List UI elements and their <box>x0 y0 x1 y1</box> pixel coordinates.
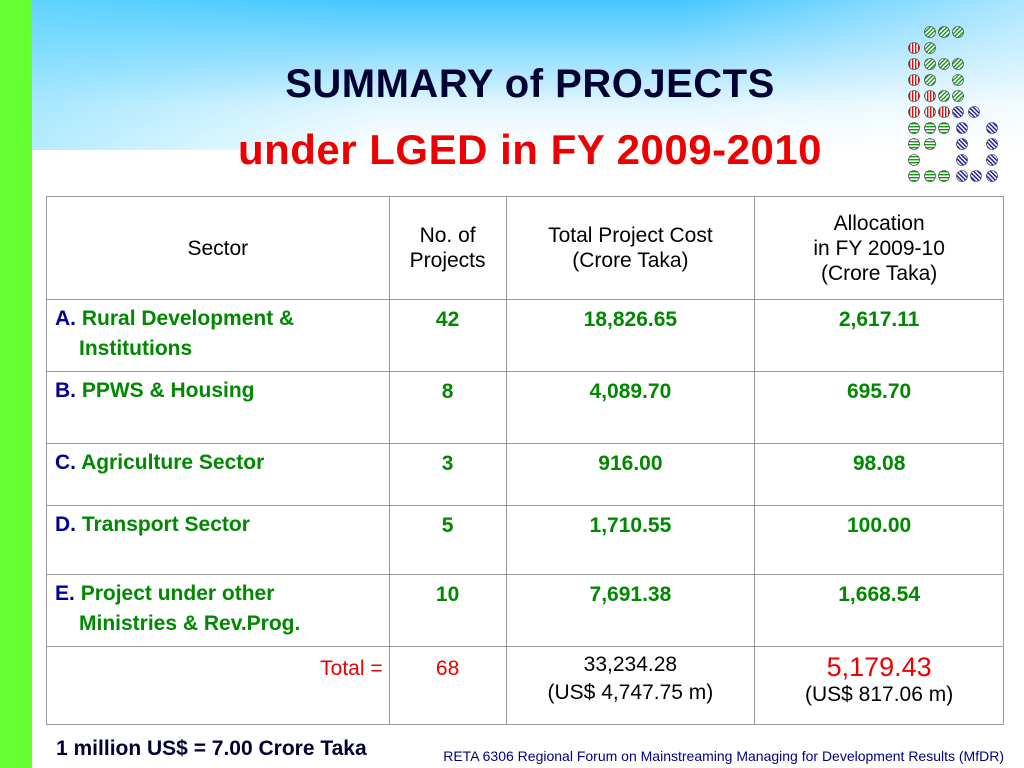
allocation-cell: 1,668.54 <box>754 574 1004 647</box>
header-allocation: Allocation in FY 2009-10 (Crore Taka) <box>754 196 1004 300</box>
slide-footer: RETA 6306 Regional Forum on Mainstreamin… <box>443 748 1004 764</box>
header-gradient-band <box>32 0 1024 150</box>
allocation-cell: 98.08 <box>754 443 1004 506</box>
sector-cell: C. Agriculture Sector <box>46 443 390 506</box>
allocation-cell: 100.00 <box>754 505 1004 575</box>
allocation-cell: 695.70 <box>754 371 1004 444</box>
sector-cell: B. PPWS & Housing <box>46 371 390 444</box>
projects-cell: 3 <box>388 443 507 506</box>
total-row: Total = 68 33,234.28 (US$ 4,747.75 m) 5,1… <box>46 646 1004 725</box>
header-total-cost: Total Project Cost (Crore Taka) <box>505 196 756 300</box>
projects-cell: 5 <box>388 505 507 575</box>
total-projects: 68 <box>388 646 507 725</box>
header-projects: No. of Projects <box>388 196 507 300</box>
sector-cell: E. Project under other Ministries & Rev.P… <box>46 574 390 647</box>
lged-dot-pattern-logo-icon <box>908 26 998 182</box>
table-row: C. Agriculture Sector 3 916.00 98.08 <box>46 443 1004 506</box>
cost-cell: 916.00 <box>505 443 756 506</box>
slide-title: SUMMARY of PROJECTS <box>285 62 775 106</box>
cost-cell: 1,710.55 <box>505 505 756 575</box>
total-label: Total = <box>46 646 390 725</box>
table-row: A. Rural Development & Institutions 42 18… <box>46 299 1004 372</box>
projects-cell: 8 <box>388 371 507 444</box>
sector-cell: D. Transport Sector <box>46 505 390 575</box>
projects-cell: 42 <box>388 299 507 372</box>
header-sector: Sector <box>46 196 390 300</box>
allocation-cell: 2,617.11 <box>754 299 1004 372</box>
projects-cell: 10 <box>388 574 507 647</box>
cost-cell: 18,826.65 <box>505 299 756 372</box>
slide-subtitle: under LGED in FY 2009-2010 <box>237 126 823 173</box>
table-header-row: Sector No. of Projects Total Project Cost… <box>46 196 1004 300</box>
cost-cell: 4,089.70 <box>505 371 756 444</box>
table-row: B. PPWS & Housing 8 4,089.70 695.70 <box>46 371 1004 444</box>
table-row: D. Transport Sector 5 1,710.55 100.00 <box>46 505 1004 575</box>
exchange-rate-note: 1 million US$ = 7.00 Crore Taka <box>56 737 367 760</box>
sector-cell: A. Rural Development & Institutions <box>46 299 390 372</box>
total-allocation: 5,179.43 (US$ 817.06 m) <box>754 646 1004 725</box>
total-cost: 33,234.28 (US$ 4,747.75 m) <box>505 646 756 725</box>
projects-summary-table: Sector No. of Projects Total Project Cost… <box>46 196 1004 725</box>
table-row: E. Project under other Ministries & Rev.P… <box>46 574 1004 647</box>
left-accent-bar <box>0 0 32 768</box>
cost-cell: 7,691.38 <box>505 574 756 647</box>
